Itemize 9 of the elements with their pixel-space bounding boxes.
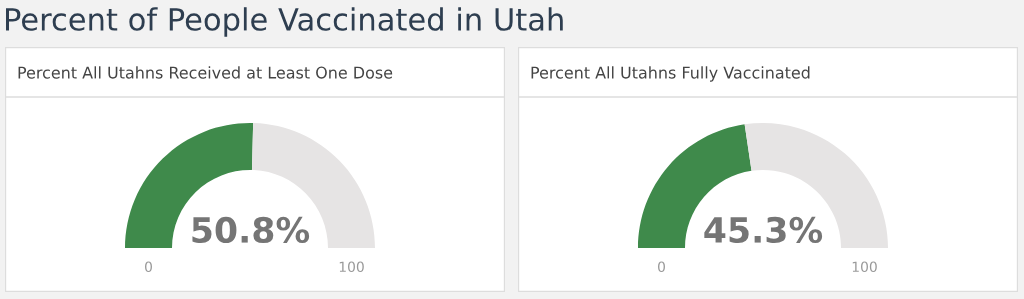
text: Percent of People Vaccinated in Utah: [6, 7, 563, 37]
data-label: 45.3%: [704, 216, 823, 244]
text: 0: [145, 261, 152, 273]
text: 0: [658, 261, 665, 273]
text: 100: [852, 261, 877, 273]
chart-title: Percent All Utahns Received at Least One Dose: [18, 66, 393, 79]
data-label: 50.8%: [192, 216, 310, 244]
text: 100: [339, 261, 364, 273]
chart-title: Percent All Utahns Fully Vaccinated: [531, 66, 810, 82]
